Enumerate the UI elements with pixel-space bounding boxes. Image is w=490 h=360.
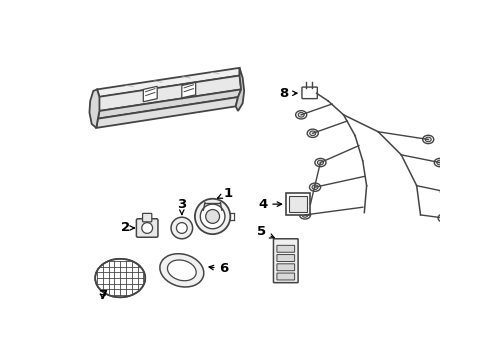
Text: 8: 8: [280, 87, 297, 100]
Ellipse shape: [312, 185, 318, 189]
Text: 4: 4: [258, 198, 282, 211]
Ellipse shape: [206, 210, 220, 223]
Ellipse shape: [310, 183, 320, 192]
Ellipse shape: [441, 216, 446, 220]
Ellipse shape: [176, 222, 187, 233]
Ellipse shape: [299, 211, 311, 219]
Text: 7: 7: [98, 289, 107, 302]
Polygon shape: [143, 86, 157, 102]
Text: 6: 6: [209, 262, 229, 275]
Ellipse shape: [168, 260, 196, 281]
Ellipse shape: [302, 213, 308, 217]
Text: 2: 2: [121, 221, 134, 234]
Ellipse shape: [318, 160, 323, 165]
Polygon shape: [236, 68, 244, 111]
Ellipse shape: [160, 254, 204, 287]
FancyBboxPatch shape: [277, 273, 294, 280]
Ellipse shape: [310, 131, 316, 136]
Text: 5: 5: [257, 225, 274, 238]
Ellipse shape: [437, 160, 443, 165]
Ellipse shape: [315, 158, 326, 167]
Ellipse shape: [171, 217, 193, 239]
Ellipse shape: [307, 129, 318, 138]
Text: 1: 1: [218, 187, 233, 200]
Ellipse shape: [200, 204, 225, 229]
Ellipse shape: [298, 112, 304, 117]
Polygon shape: [97, 68, 240, 97]
FancyBboxPatch shape: [302, 87, 318, 99]
FancyBboxPatch shape: [273, 239, 298, 283]
Ellipse shape: [295, 111, 307, 119]
Polygon shape: [97, 76, 241, 111]
Polygon shape: [89, 89, 99, 128]
FancyBboxPatch shape: [136, 219, 158, 237]
Ellipse shape: [443, 189, 449, 194]
Ellipse shape: [438, 214, 449, 222]
Ellipse shape: [95, 259, 145, 297]
Polygon shape: [98, 89, 241, 119]
Ellipse shape: [425, 137, 431, 142]
FancyBboxPatch shape: [277, 245, 294, 252]
Ellipse shape: [441, 188, 451, 196]
Polygon shape: [182, 82, 196, 98]
Ellipse shape: [434, 158, 445, 167]
Text: 3: 3: [177, 198, 187, 215]
FancyBboxPatch shape: [289, 197, 307, 212]
Ellipse shape: [142, 222, 152, 233]
FancyBboxPatch shape: [286, 193, 311, 215]
FancyBboxPatch shape: [277, 255, 294, 261]
Ellipse shape: [423, 135, 434, 144]
Polygon shape: [97, 97, 238, 128]
FancyBboxPatch shape: [143, 213, 152, 222]
Ellipse shape: [195, 199, 230, 234]
FancyBboxPatch shape: [277, 264, 294, 271]
